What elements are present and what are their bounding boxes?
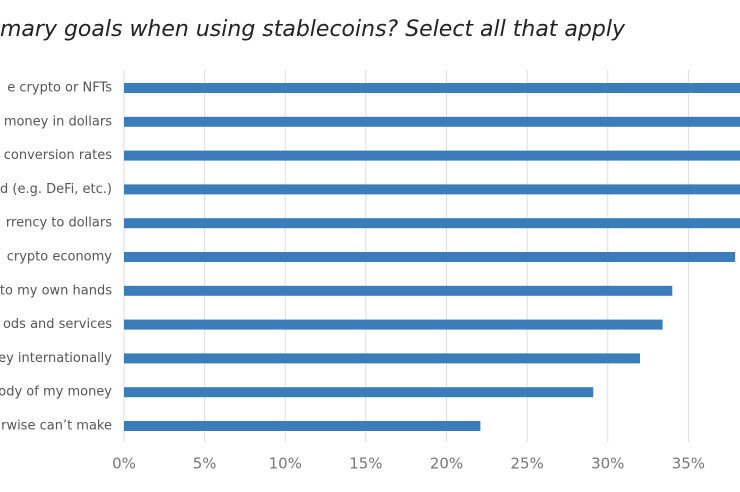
bar [124,252,736,262]
x-tick-label: 25% [510,455,543,473]
bar [124,319,663,330]
category-label: rwise can’t make [1,419,112,434]
x-tick-label: 30% [591,455,624,473]
x-tick-label: 35% [672,455,705,473]
category-label: d (e.g. DeFi, etc.) [0,182,112,197]
bar [124,353,641,364]
category-label: ey internationally [0,351,112,366]
category-label: conversion rates [4,148,112,163]
bar [124,421,481,431]
category-label: rrency to dollars [6,216,112,231]
bar [124,285,673,296]
x-tick-label: 0% [112,455,136,473]
chart-title: mary goals when using stablecoins? Selec… [0,17,626,42]
category-label: to my own hands [0,283,112,298]
category-label: ody of my money [0,385,112,400]
x-tick-label: 10% [269,455,302,473]
bar [124,387,594,398]
category-label: ods and services [3,317,112,332]
bar [124,184,740,195]
x-tick-label: 5% [193,455,217,473]
bar [124,83,740,93]
category-label: e crypto or NFTs [7,81,112,96]
x-tick-label: 20% [430,455,463,473]
category-label: money in dollars [4,114,112,129]
category-label: crypto economy [7,250,113,265]
bar [124,150,740,161]
bar [124,218,740,229]
bar [124,116,740,127]
x-tick-label: 15% [349,455,382,473]
